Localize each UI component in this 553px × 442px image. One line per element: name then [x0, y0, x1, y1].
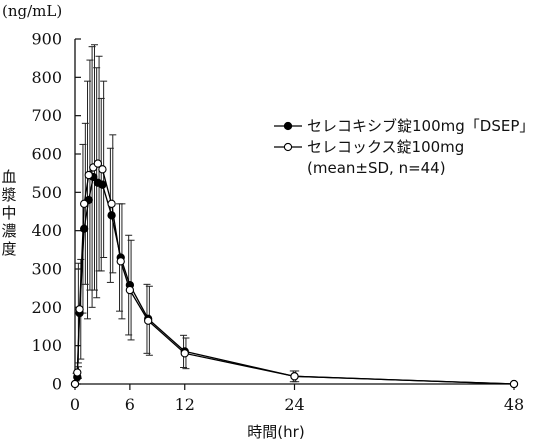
x-tick-label: 48	[504, 395, 524, 414]
data-point-open	[70, 379, 80, 389]
y-tick-label: 800	[31, 68, 62, 87]
y-unit-label: (ng/mL)	[2, 2, 62, 20]
data-point-filled	[79, 224, 89, 233]
data-point-filled	[98, 180, 107, 189]
data-point-open	[98, 165, 107, 174]
y-tick-label: 700	[31, 106, 62, 125]
legend: セレコキシブ錠100mg「DSEP」セレコックス錠100mg (mean±SD, …	[274, 117, 534, 177]
data-point-open	[125, 285, 135, 295]
y-tick-label: 900	[31, 30, 62, 49]
data-point-open	[290, 372, 299, 381]
data-point-filled	[107, 211, 116, 220]
data-point-open	[180, 349, 189, 358]
legend-entry-1: セレコキシブ錠100mg「DSEP」	[307, 117, 534, 135]
data-point-open	[73, 368, 82, 377]
data-point-open	[75, 305, 84, 314]
data-point-open	[93, 159, 103, 168]
markers-series-2	[70, 159, 519, 389]
y-axis-label-char: 血	[1, 168, 16, 186]
y-tick-label: 500	[31, 183, 62, 202]
y-tick-label: 100	[31, 336, 62, 355]
x-axis-label: 時間(hr)	[247, 423, 304, 441]
legend-marker-1	[283, 121, 293, 131]
y-tick-label: 300	[31, 260, 62, 279]
legend-entry-2: セレコックス錠100mg	[307, 138, 464, 156]
x-tick-label: 6	[125, 395, 135, 414]
data-point-open	[116, 257, 125, 266]
legend-marker-2	[283, 142, 293, 152]
data-point-open	[144, 316, 153, 325]
y-axis-label-char: 中	[1, 204, 16, 222]
y-tick-label: 400	[31, 221, 62, 240]
legend-note: (mean±SD, n=44)	[307, 159, 446, 177]
series-line-1	[74, 175, 515, 385]
data-point-open	[509, 379, 519, 389]
y-tick-label: 600	[31, 145, 62, 164]
x-axis-ticks: 0 6 12 24 48	[70, 384, 524, 414]
data-point-open	[84, 170, 93, 180]
y-axis-label-char: 濃	[1, 222, 16, 240]
y-tick-label: 0	[52, 375, 62, 394]
y-axis-label-char: 漿	[1, 186, 16, 204]
y-tick-label: 200	[31, 298, 62, 317]
data-point-open	[107, 199, 116, 208]
axes	[74, 39, 514, 385]
series-line-2	[74, 162, 515, 385]
series-layer	[70, 44, 519, 389]
markers-series-1	[70, 172, 519, 389]
x-tick-label: 12	[175, 395, 195, 414]
y-axis-label-char: 度	[1, 240, 16, 258]
x-tick-label: 0	[70, 395, 80, 414]
data-point-open	[79, 199, 89, 208]
y-axis-ticks: 0 100 200 300 400 500 600 700 800 900	[31, 30, 81, 394]
error-bars-series-1	[72, 46, 297, 383]
x-tick-label: 24	[284, 395, 304, 414]
